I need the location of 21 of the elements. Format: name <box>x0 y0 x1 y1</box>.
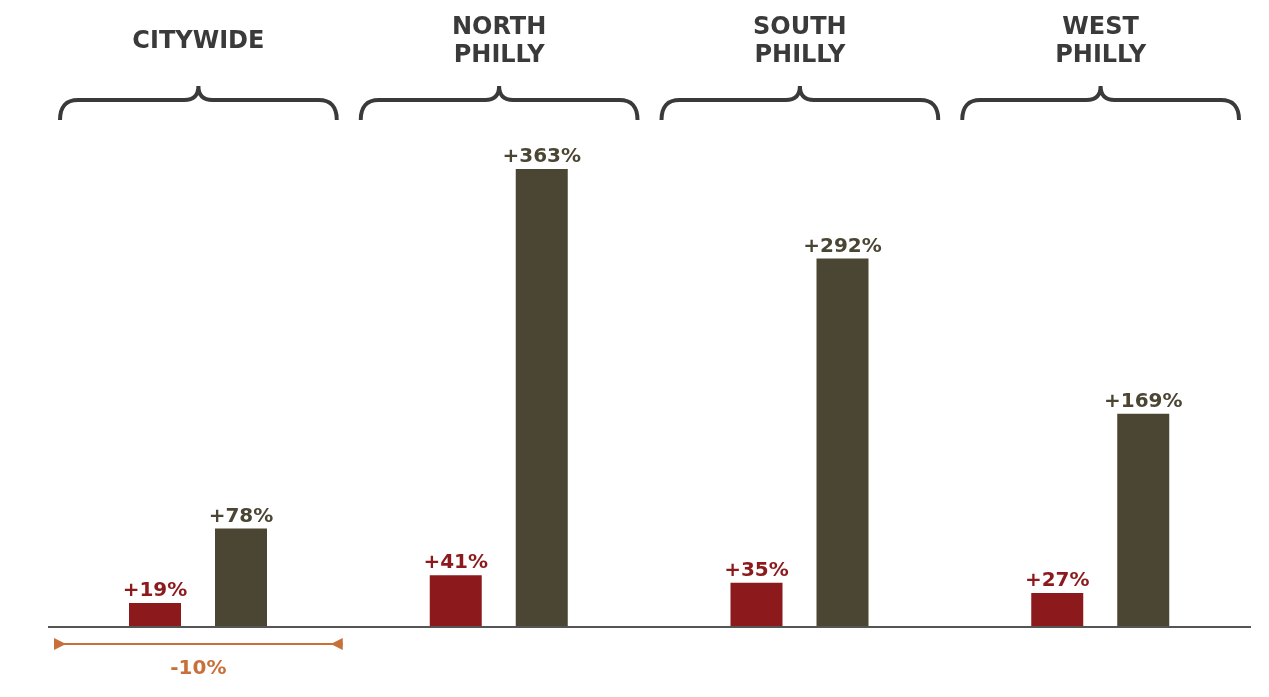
data-label: +292% <box>803 232 882 257</box>
x-tick-label: WEST PHILLY <box>1055 12 1147 68</box>
x-tick-label: SOUTH PHILLY <box>753 12 847 68</box>
data-label: +27% <box>1024 566 1090 591</box>
data-label: +169% <box>1103 387 1183 412</box>
bar <box>129 603 181 627</box>
bar <box>1031 592 1084 627</box>
data-label: +35% <box>724 556 789 581</box>
bar <box>515 169 568 627</box>
bar <box>816 258 869 627</box>
data-label: +78% <box>208 502 274 527</box>
bar <box>429 575 482 627</box>
text: -10% <box>170 655 227 679</box>
data-label: +19% <box>122 577 188 602</box>
bar <box>730 582 783 627</box>
x-tick-label: CITYWIDE <box>132 26 265 54</box>
bar <box>215 528 267 627</box>
bar <box>1117 413 1170 627</box>
data-label: +41% <box>423 549 489 574</box>
data-label: +363% <box>502 143 582 167</box>
x-tick-label: NORTH PHILLY <box>451 12 547 68</box>
